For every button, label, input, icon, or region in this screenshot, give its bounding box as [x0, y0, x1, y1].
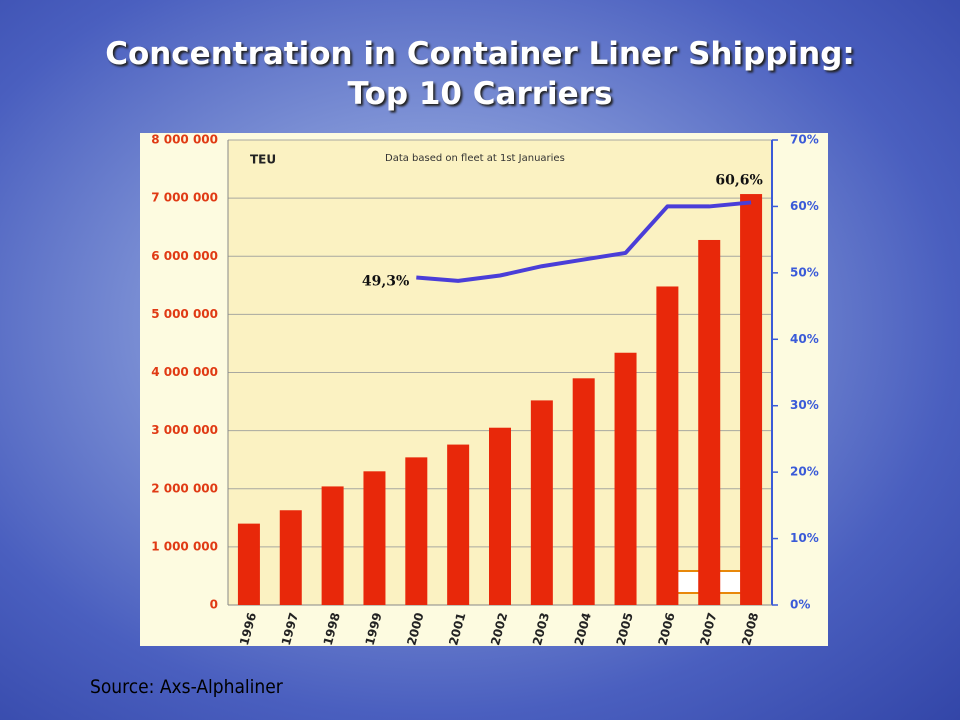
y-tick-label: 0 — [210, 598, 218, 612]
y-tick-label: 1 000 000 — [151, 539, 218, 553]
bar — [740, 194, 763, 605]
y2-tick-label: 70% — [790, 133, 819, 147]
bar — [321, 486, 344, 605]
y2-tick-label: 60% — [790, 199, 819, 213]
y-tick-label: 3 000 000 — [151, 423, 218, 437]
y2-tick-label: 50% — [790, 265, 819, 279]
bar — [405, 457, 428, 605]
bar — [489, 427, 511, 605]
y2-tick-label: 10% — [790, 531, 819, 545]
y2-tick-label: 40% — [790, 332, 819, 346]
bar — [530, 400, 553, 605]
bar — [698, 239, 721, 605]
slide-title: Concentration in Container Liner Shippin… — [0, 34, 960, 114]
bar — [614, 352, 637, 605]
y-tick-label: 8 000 000 — [151, 133, 218, 147]
unit-label: TEU — [250, 153, 276, 167]
title-line: Concentration in Container Liner Shippin… — [105, 36, 855, 72]
source: Source: Axs-Alphaliner — [90, 676, 283, 698]
bar — [279, 510, 302, 605]
bar — [447, 444, 470, 605]
y-tick-label: 7 000 000 — [151, 191, 218, 205]
y-tick-label: 4 000 000 — [151, 365, 218, 379]
bar — [237, 523, 260, 605]
line — [416, 200, 752, 283]
bar — [656, 286, 679, 605]
y2-tick-label: 30% — [790, 398, 819, 412]
bar — [363, 471, 386, 605]
y-tick-label: 6 000 000 — [151, 249, 218, 263]
title-line: Top 10 Carriers — [347, 76, 613, 112]
y-tick-label: 5 000 000 — [151, 307, 218, 321]
value-label: 60,6% — [715, 172, 762, 188]
y2-tick-label: 20% — [790, 465, 819, 479]
value-label: 49,3% — [362, 274, 409, 290]
note: Data based on fleet at 1st Januaries — [385, 153, 565, 164]
y2-tick-label: 0% — [790, 598, 810, 612]
y-tick-label: 2 000 000 — [151, 481, 218, 495]
bar — [572, 378, 595, 605]
